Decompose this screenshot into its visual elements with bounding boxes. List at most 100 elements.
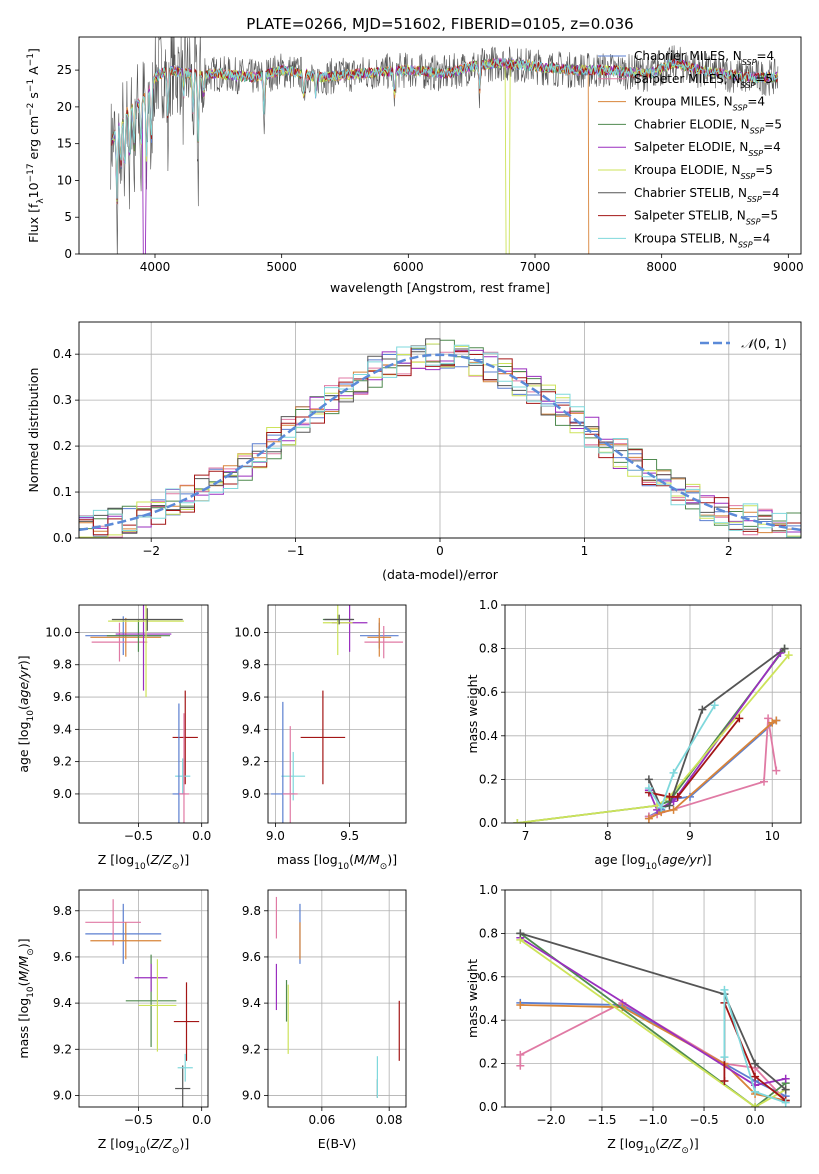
mass-weight-marker — [720, 1053, 729, 1062]
y-tick-label: 9.6 — [53, 950, 72, 964]
mass-weight-marker — [665, 801, 674, 810]
mass-weight-marker — [751, 1103, 760, 1107]
x-tick-label: −0.5 — [124, 1113, 153, 1127]
mass-weight-marker — [516, 1050, 525, 1059]
legend-label: Salpeter ELODIE, NSSP=4 — [634, 140, 781, 158]
mass-weight-line — [519, 939, 787, 1107]
mass-weight-marker — [665, 792, 674, 801]
x-tick-label: −0.5 — [124, 829, 153, 843]
y-tick-label: 15 — [57, 137, 72, 151]
axes-frame — [78, 889, 209, 1108]
x-axis-label: age [log10(age/yr)] — [594, 852, 711, 872]
y-tick-label: 9.2 — [53, 1042, 72, 1056]
chart-panel-6: −0.5 0.0 9.0 9.2 9.4 9.6 9.8 Z [log10(Z/Z⊙)] mas… — [16, 889, 211, 1156]
y-axis-label: mass [log10(M/M⊙)] — [16, 938, 36, 1058]
axes-frame — [78, 321, 802, 539]
legend-label: Kroupa ELODIE, NSSP=5 — [634, 163, 773, 181]
y-tick-label: 9.8 — [53, 904, 72, 918]
legend-label: Chabrier MILES, NSSP=4 — [634, 49, 774, 67]
mass-weight-marker — [669, 805, 678, 814]
chart-panel-3: −0.5 0.0 9.0 9.2 9.4 9.6 9.8 10.0 Z [log10(Z/Z⊙)… — [16, 604, 211, 872]
y-tick-label: 0.2 — [479, 1057, 498, 1071]
y-axis-label: mass weight — [465, 959, 480, 1038]
y-tick-label: 0.2 — [479, 772, 498, 786]
y-tick-label: 9.0 — [242, 1088, 261, 1102]
y-tick-label: 10 — [57, 173, 72, 187]
plot-area — [85, 899, 200, 1107]
x-tick-label: 7 — [522, 829, 530, 843]
mass-weight-marker — [516, 929, 525, 938]
y-tick-label: 9.6 — [242, 690, 261, 704]
mass-weight-marker — [673, 792, 682, 801]
mass-weight-marker — [772, 716, 781, 725]
mass-weight-marker — [780, 644, 789, 653]
mass-weight-marker — [784, 651, 793, 660]
plot-area — [513, 644, 793, 823]
y-tick-label: 0.0 — [479, 816, 498, 830]
legend-label: Kroupa MILES, NSSP=4 — [634, 95, 765, 113]
y-tick-label: 0.8 — [479, 926, 498, 940]
plot-area — [110, 37, 779, 254]
mass-weight-marker — [698, 705, 707, 714]
y-tick-label: 0.4 — [479, 1013, 498, 1027]
x-tick-label: 0.0 — [192, 829, 211, 843]
mass-weight-marker — [720, 1076, 729, 1085]
chart-panel-2: −2 −1 0 1 2 0.0 0.1 0.2 0.3 0.4 (data-model)/error… — [26, 321, 802, 582]
y-tick-label: 9.6 — [242, 950, 261, 964]
x-tick-label: 1 — [581, 544, 589, 558]
x-tick-label: 9000 — [773, 260, 804, 274]
x-tick-label: −1.0 — [638, 1113, 667, 1127]
y-tick-label: 10.0 — [234, 625, 261, 639]
x-tick-label: 9.5 — [340, 829, 359, 843]
mass-weight-marker — [768, 718, 777, 727]
x-tick-label: 0.0 — [192, 1113, 211, 1127]
chart-panel-7: 0.06 0.08 9.0 9.2 9.4 9.6 9.8 E(B-V) — [242, 889, 407, 1151]
y-tick-label: 9.8 — [242, 904, 261, 918]
y-tick-label: 9.4 — [53, 722, 72, 736]
legend-label: Chabrier STELIB, NSSP=4 — [634, 186, 779, 204]
y-axis-label: Flux [fλ10−17 erg cm−2 s−1 A−1] — [26, 48, 46, 243]
y-axis-label: Normed distribution — [26, 368, 41, 493]
y-tick-label: 0.4 — [53, 347, 72, 361]
y-tick-label: 5 — [64, 210, 72, 224]
mass-weight-marker — [751, 1072, 760, 1081]
plot-area — [270, 605, 404, 823]
mass-weight-line — [520, 932, 787, 1091]
chart-panel-1: 4000 5000 6000 7000 8000 9000 0 5 10 15 20 25 wavele… — [26, 36, 804, 295]
y-tick-label: 9.8 — [242, 658, 261, 672]
y-axis-label: mass weight — [465, 674, 480, 753]
mass-weight-marker — [760, 777, 768, 786]
normal-curve — [79, 353, 801, 532]
y-tick-label: 0.0 — [479, 1100, 498, 1114]
axes-frame — [504, 889, 802, 1108]
y-tick-label: 9.0 — [53, 787, 72, 801]
mass-weight-marker — [751, 1087, 760, 1096]
mass-weight-marker — [781, 1085, 790, 1094]
x-tick-label: −1.5 — [587, 1113, 616, 1127]
y-tick-label: 0.2 — [53, 439, 72, 453]
x-axis-label: Z [log10(Z/Z⊙)] — [98, 852, 189, 872]
y-tick-label: 9.6 — [53, 690, 72, 704]
x-tick-label: 2 — [725, 544, 733, 558]
y-tick-label: 9.4 — [53, 996, 72, 1010]
legend-label: Kroupa STELIB, NSSP=4 — [634, 231, 770, 249]
mass-weight-marker — [516, 1061, 525, 1070]
x-tick-label: 4000 — [140, 260, 171, 274]
y-tick-label: 9.4 — [242, 722, 261, 736]
legend: 𝒩(0, 1) — [700, 336, 787, 351]
mass-weight-marker — [516, 1001, 525, 1010]
x-tick-label: 9.0 — [266, 829, 285, 843]
y-axis-label: age [log10(age/yr)] — [16, 655, 36, 772]
x-tick-label: 9 — [686, 829, 694, 843]
x-tick-label: 0.08 — [376, 1113, 403, 1127]
y-tick-label: 9.0 — [53, 1088, 72, 1102]
spectrum-line — [111, 57, 779, 199]
legend-label: Chabrier ELODIE, NSSP=5 — [634, 117, 782, 135]
y-tick-label: 9.2 — [242, 1042, 261, 1056]
x-tick-label: −0.5 — [689, 1113, 718, 1127]
plot-area — [516, 929, 790, 1107]
mass-weight-line — [648, 704, 716, 810]
x-tick-label: 10 — [765, 829, 780, 843]
x-tick-label: 5000 — [266, 260, 297, 274]
x-tick-label: 0.0 — [746, 1113, 765, 1127]
